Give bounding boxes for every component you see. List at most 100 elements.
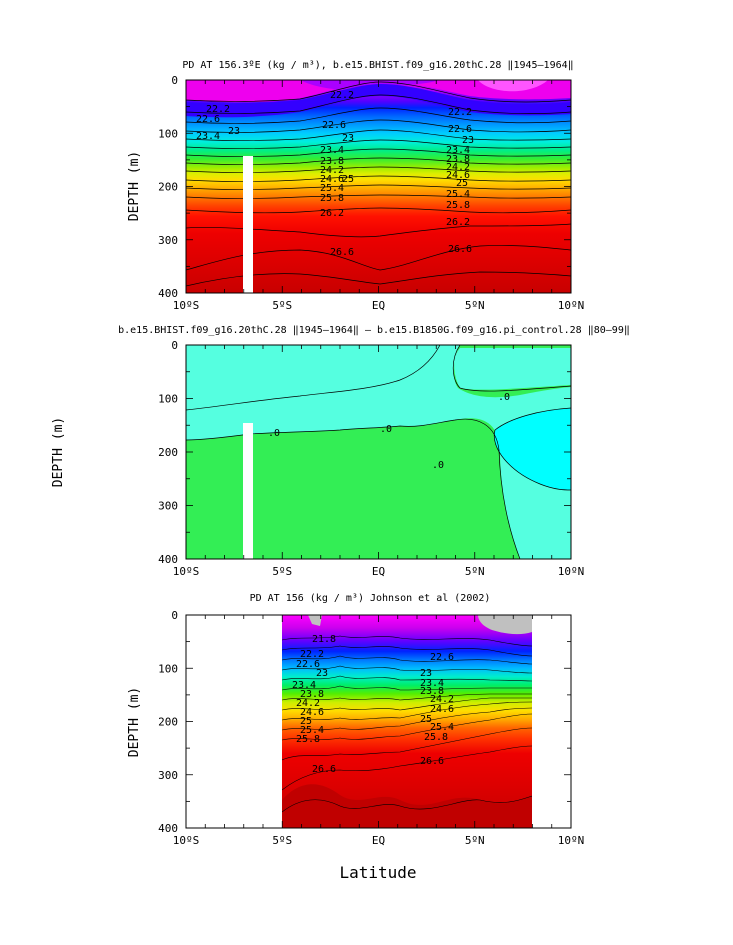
y-tick-label: 300 <box>158 769 178 782</box>
svg-text:22.6: 22.6 <box>296 659 320 670</box>
panel-2-contour-fill: .0 .0 .0 .0 <box>186 345 571 559</box>
svg-text:22.2: 22.2 <box>448 107 472 118</box>
svg-text:.0: .0 <box>268 428 280 439</box>
panel-3-axes: 10ºS 5ºS EQ 5ºN 10ºN 0 100 200 300 400 <box>158 609 584 847</box>
panel-3-ylabel: DEPTH (m) <box>127 687 142 757</box>
x-tick-label: 5ºN <box>465 299 485 312</box>
x-tick-label: 5ºS <box>272 834 292 847</box>
x-tick-label: 10ºS <box>173 834 200 847</box>
panel-1-axes: 10ºS 5ºS EQ 5ºN 10ºN 0 100 200 300 400 <box>158 74 584 312</box>
y-tick-label: 200 <box>158 181 178 194</box>
panel-3-xlabel: Latitude <box>339 863 416 882</box>
panel-3: PD AT 156 (kg / m³) Johnson et al (2002) <box>127 593 584 882</box>
svg-text:22.6: 22.6 <box>322 120 346 131</box>
y-tick-label: 200 <box>158 446 178 459</box>
svg-text:24.6: 24.6 <box>430 704 454 715</box>
x-tick-label: 5ºN <box>465 834 485 847</box>
y-tick-label: 100 <box>158 393 178 406</box>
svg-text:23.8: 23.8 <box>446 154 470 165</box>
y-tick-label: 200 <box>158 716 178 729</box>
svg-text:25.4: 25.4 <box>446 189 470 200</box>
svg-text:22.6: 22.6 <box>196 114 220 125</box>
x-tick-label: 10ºN <box>558 299 585 312</box>
svg-text:25: 25 <box>420 714 432 725</box>
svg-text:.0: .0 <box>498 392 510 403</box>
svg-text:24.6: 24.6 <box>300 707 324 718</box>
x-tick-label: 10ºN <box>558 834 585 847</box>
svg-text:25.8: 25.8 <box>320 193 344 204</box>
svg-text:26.2: 26.2 <box>320 208 344 219</box>
svg-text:25.8: 25.8 <box>296 734 320 745</box>
panel-1: PD AT 156.3ºE (kg / m³), b.e15.BHIST.f09… <box>127 60 584 312</box>
svg-text:26.2: 26.2 <box>446 217 470 228</box>
svg-text:23.8: 23.8 <box>320 156 344 167</box>
svg-text:25: 25 <box>300 716 312 727</box>
panel-1-title: PD AT 156.3ºE (kg / m³), b.e15.BHIST.f09… <box>182 60 573 71</box>
svg-text:24.2: 24.2 <box>446 162 470 173</box>
x-tick-label: EQ <box>372 299 385 312</box>
svg-text:23.4: 23.4 <box>446 145 470 156</box>
panel-1-contour-fill: 22.2 22.6 23 23.4 22.6 23 23.4 23.8 24.2… <box>186 80 571 293</box>
svg-text:24.6: 24.6 <box>446 170 470 181</box>
x-tick-label: 5ºN <box>465 565 485 578</box>
y-tick-label: 0 <box>171 74 178 87</box>
panel-2-axes: 10ºS 5ºS EQ 5ºN 10ºN 0 100 200 300 400 <box>158 339 584 578</box>
svg-text:22.6: 22.6 <box>448 124 472 135</box>
svg-text:23: 23 <box>316 668 328 679</box>
svg-text:25.8: 25.8 <box>446 200 470 211</box>
x-tick-label: 10ºN <box>558 565 585 578</box>
svg-text:23: 23 <box>228 126 240 137</box>
svg-text:23: 23 <box>462 135 474 146</box>
panel-2-title: b.e15.BHIST.f09_g16.20thC.28 ‖1945–1964‖… <box>118 325 630 336</box>
x-tick-label: 5ºS <box>272 565 292 578</box>
svg-text:23.8: 23.8 <box>420 686 444 697</box>
svg-text:24.6: 24.6 <box>320 174 344 185</box>
svg-text:25.8: 25.8 <box>424 732 448 743</box>
y-tick-label: 0 <box>171 609 178 622</box>
panel-2: b.e15.BHIST.f09_g16.20thC.28 ‖1945–1964‖… <box>51 325 630 578</box>
svg-text:23.4: 23.4 <box>420 678 444 689</box>
x-tick-label: EQ <box>372 565 385 578</box>
svg-text:23.8: 23.8 <box>300 689 324 700</box>
y-tick-label: 400 <box>158 553 178 566</box>
y-tick-label: 300 <box>158 500 178 513</box>
panel-2-ylabel: DEPTH (m) <box>51 417 66 487</box>
y-tick-label: 100 <box>158 662 178 675</box>
svg-text:24.2: 24.2 <box>320 165 344 176</box>
y-tick-label: 100 <box>158 127 178 140</box>
panel-1-ylabel: DEPTH (m) <box>127 151 142 221</box>
svg-text:21.8: 21.8 <box>312 634 336 645</box>
svg-text:24.2: 24.2 <box>296 698 320 709</box>
panel-1-masked-strip <box>243 156 253 293</box>
svg-text:22.2: 22.2 <box>206 104 230 115</box>
svg-text:26.6: 26.6 <box>420 756 444 767</box>
svg-text:26.6: 26.6 <box>448 244 472 255</box>
svg-text:25: 25 <box>342 174 354 185</box>
panel-3-title: PD AT 156 (kg / m³) Johnson et al (2002) <box>250 593 491 604</box>
y-tick-label: 400 <box>158 822 178 835</box>
y-tick-label: 300 <box>158 234 178 247</box>
svg-text:26.6: 26.6 <box>330 247 354 258</box>
y-tick-label: 0 <box>171 339 178 352</box>
svg-text:23.4: 23.4 <box>320 145 344 156</box>
svg-text:25.4: 25.4 <box>300 725 324 736</box>
x-tick-label: 10ºS <box>173 299 200 312</box>
svg-text:22.2: 22.2 <box>300 649 324 660</box>
svg-text:23: 23 <box>342 133 354 144</box>
x-tick-label: EQ <box>372 834 385 847</box>
svg-text:26.6: 26.6 <box>312 764 336 775</box>
svg-text:.0: .0 <box>380 424 392 435</box>
svg-text:22.2: 22.2 <box>330 90 354 101</box>
svg-text:23.4: 23.4 <box>292 680 316 691</box>
svg-text:22.6: 22.6 <box>430 652 454 663</box>
x-tick-label: 5ºS <box>272 299 292 312</box>
svg-text:24.2: 24.2 <box>430 694 454 705</box>
svg-text:23.4: 23.4 <box>196 131 220 142</box>
svg-text:25: 25 <box>456 178 468 189</box>
svg-text:23: 23 <box>420 668 432 679</box>
svg-text:25.4: 25.4 <box>320 183 344 194</box>
x-tick-label: 10ºS <box>173 565 200 578</box>
svg-text:.0: .0 <box>432 460 444 471</box>
y-tick-label: 400 <box>158 287 178 300</box>
